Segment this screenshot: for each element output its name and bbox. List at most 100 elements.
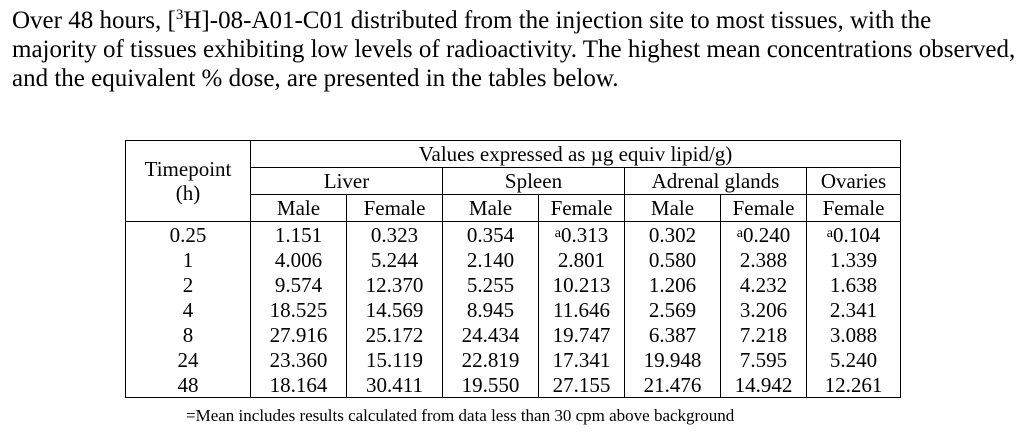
table-row: 4 18.525 14.569 8.945 11.646 2.569 3.206 2.341 bbox=[125, 297, 901, 322]
value-cell: a0.104 bbox=[806, 221, 901, 247]
value-cell: 24.434 bbox=[442, 322, 539, 347]
value-cell: 27.155 bbox=[538, 372, 625, 398]
value-text: 19.747 bbox=[552, 322, 611, 347]
sex-header: Male bbox=[624, 194, 721, 222]
value-cell: 1.206 bbox=[624, 272, 721, 297]
footnote: =Mean includes results calculated from d… bbox=[186, 406, 734, 426]
value-text: 9.574 bbox=[274, 272, 323, 297]
tissue-concentration-table: Timepoint (h) Values expressed as µg equi… bbox=[125, 140, 901, 398]
value-text: 1.339 bbox=[829, 247, 878, 272]
value-text: 12.370 bbox=[365, 272, 424, 297]
value-cell: 7.218 bbox=[720, 322, 807, 347]
value-text: 14.942 bbox=[734, 372, 793, 397]
timepoint-cell: 4 bbox=[125, 297, 251, 322]
value-text: 2.341 bbox=[829, 297, 878, 322]
value-cell: 19.550 bbox=[442, 372, 539, 398]
value-cell: 14.942 bbox=[720, 372, 807, 398]
value-cell: 21.476 bbox=[624, 372, 721, 398]
value-text: 2.569 bbox=[648, 297, 697, 322]
value-cell: 7.595 bbox=[720, 347, 807, 372]
value-text: 19.948 bbox=[643, 347, 702, 372]
timepoint-header: Timepoint (h) bbox=[125, 140, 251, 222]
sex-header: Male bbox=[442, 194, 539, 222]
value-text: 0.104 bbox=[832, 223, 881, 247]
timepoint-cell: 2 bbox=[125, 272, 251, 297]
value-text: 7.218 bbox=[739, 322, 788, 347]
value-cell: 2.801 bbox=[538, 247, 625, 272]
value-text: 8.945 bbox=[466, 297, 515, 322]
value-text: 0.580 bbox=[648, 247, 697, 272]
sex-header: Female bbox=[720, 194, 807, 222]
value-text: 2.801 bbox=[557, 247, 606, 272]
value-text: 6.387 bbox=[648, 322, 697, 347]
timepoint-cell: 0.25 bbox=[125, 221, 251, 247]
value-text: 22.819 bbox=[461, 347, 520, 372]
value-text: 5.244 bbox=[370, 247, 419, 272]
value-text: 1.638 bbox=[829, 272, 878, 297]
table-row: 0.25 1.151 0.323 0.354 a0.313 0.302 a0.240 a0.1… bbox=[125, 221, 901, 247]
value-text: 15.119 bbox=[366, 347, 423, 372]
table-row: 8 27.916 25.172 24.434 19.747 6.387 7.218 3.088 bbox=[125, 322, 901, 347]
value-cell: 18.525 bbox=[250, 297, 347, 322]
value-text: 11.646 bbox=[553, 297, 610, 322]
value-text: 5.240 bbox=[829, 347, 878, 372]
value-text: 0.323 bbox=[370, 222, 419, 247]
value-cell: a0.240 bbox=[720, 221, 807, 247]
value-cell: 18.164 bbox=[250, 372, 347, 398]
value-cell: 5.244 bbox=[346, 247, 443, 272]
table-body: 0.25 1.151 0.323 0.354 a0.313 0.302 a0.240 a0.1… bbox=[125, 221, 901, 398]
footnote-mark: a bbox=[826, 226, 833, 241]
value-text: 3.206 bbox=[739, 297, 788, 322]
value-text: 4.006 bbox=[274, 247, 323, 272]
intro-text-part2: H]-08-A01-C01 distributed from the injec… bbox=[12, 7, 1016, 92]
value-cell: 1.151 bbox=[250, 221, 347, 247]
timepoint-cell: 48 bbox=[125, 372, 251, 398]
value-cell: 0.354 bbox=[442, 221, 539, 247]
value-cell: 25.172 bbox=[346, 322, 443, 347]
tissue-header-adrenal-glands: Adrenal glands bbox=[624, 167, 807, 195]
value-cell: 4.006 bbox=[250, 247, 347, 272]
value-text: 30.411 bbox=[366, 372, 423, 397]
value-cell: 19.747 bbox=[538, 322, 625, 347]
value-cell: 11.646 bbox=[538, 297, 625, 322]
value-cell: 2.388 bbox=[720, 247, 807, 272]
value-text: 5.255 bbox=[466, 272, 515, 297]
value-cell: 0.580 bbox=[624, 247, 721, 272]
footnote-mark: a bbox=[554, 226, 561, 241]
table-row: 48 18.164 30.411 19.550 27.155 21.476 14.942 12… bbox=[125, 372, 901, 398]
value-cell: 9.574 bbox=[250, 272, 347, 297]
timepoint-header-unit: (h) bbox=[175, 181, 201, 205]
value-cell: 30.411 bbox=[346, 372, 443, 398]
value-cell: 8.945 bbox=[442, 297, 539, 322]
value-text: 27.155 bbox=[552, 372, 611, 397]
tissue-header-liver: Liver bbox=[250, 167, 443, 195]
value-cell: 2.569 bbox=[624, 297, 721, 322]
timepoint-header-label: Timepoint bbox=[144, 157, 232, 181]
value-text: 25.172 bbox=[365, 322, 424, 347]
value-text: 0.302 bbox=[648, 222, 697, 247]
value-cell: 0.302 bbox=[624, 221, 721, 247]
value-cell: 1.638 bbox=[806, 272, 901, 297]
value-cell: 0.323 bbox=[346, 221, 443, 247]
tissue-header-spleen: Spleen bbox=[442, 167, 625, 195]
value-text: 0.313 bbox=[560, 223, 609, 247]
value-text: 17.341 bbox=[552, 347, 611, 372]
tissue-header-ovaries: Ovaries bbox=[806, 167, 901, 195]
table-row: 2 9.574 12.370 5.255 10.213 1.206 4.232 1.638 bbox=[125, 272, 901, 297]
value-text: 3.088 bbox=[829, 322, 878, 347]
sex-header: Female bbox=[538, 194, 625, 222]
value-cell: 14.569 bbox=[346, 297, 443, 322]
value-text: 18.164 bbox=[269, 372, 328, 397]
value-text: 0.354 bbox=[466, 222, 515, 247]
value-cell: 19.948 bbox=[624, 347, 721, 372]
value-cell: 27.916 bbox=[250, 322, 347, 347]
value-cell: 10.213 bbox=[538, 272, 625, 297]
value-text: 23.360 bbox=[269, 347, 328, 372]
value-text: 14.569 bbox=[365, 297, 424, 322]
value-text: 12.261 bbox=[824, 372, 883, 397]
value-text: 1.206 bbox=[648, 272, 697, 297]
value-cell: 12.370 bbox=[346, 272, 443, 297]
value-text: 24.434 bbox=[461, 322, 520, 347]
footnote-mark: a bbox=[736, 226, 743, 241]
table-row: 1 4.006 5.244 2.140 2.801 0.580 2.388 1.339 bbox=[125, 247, 901, 272]
